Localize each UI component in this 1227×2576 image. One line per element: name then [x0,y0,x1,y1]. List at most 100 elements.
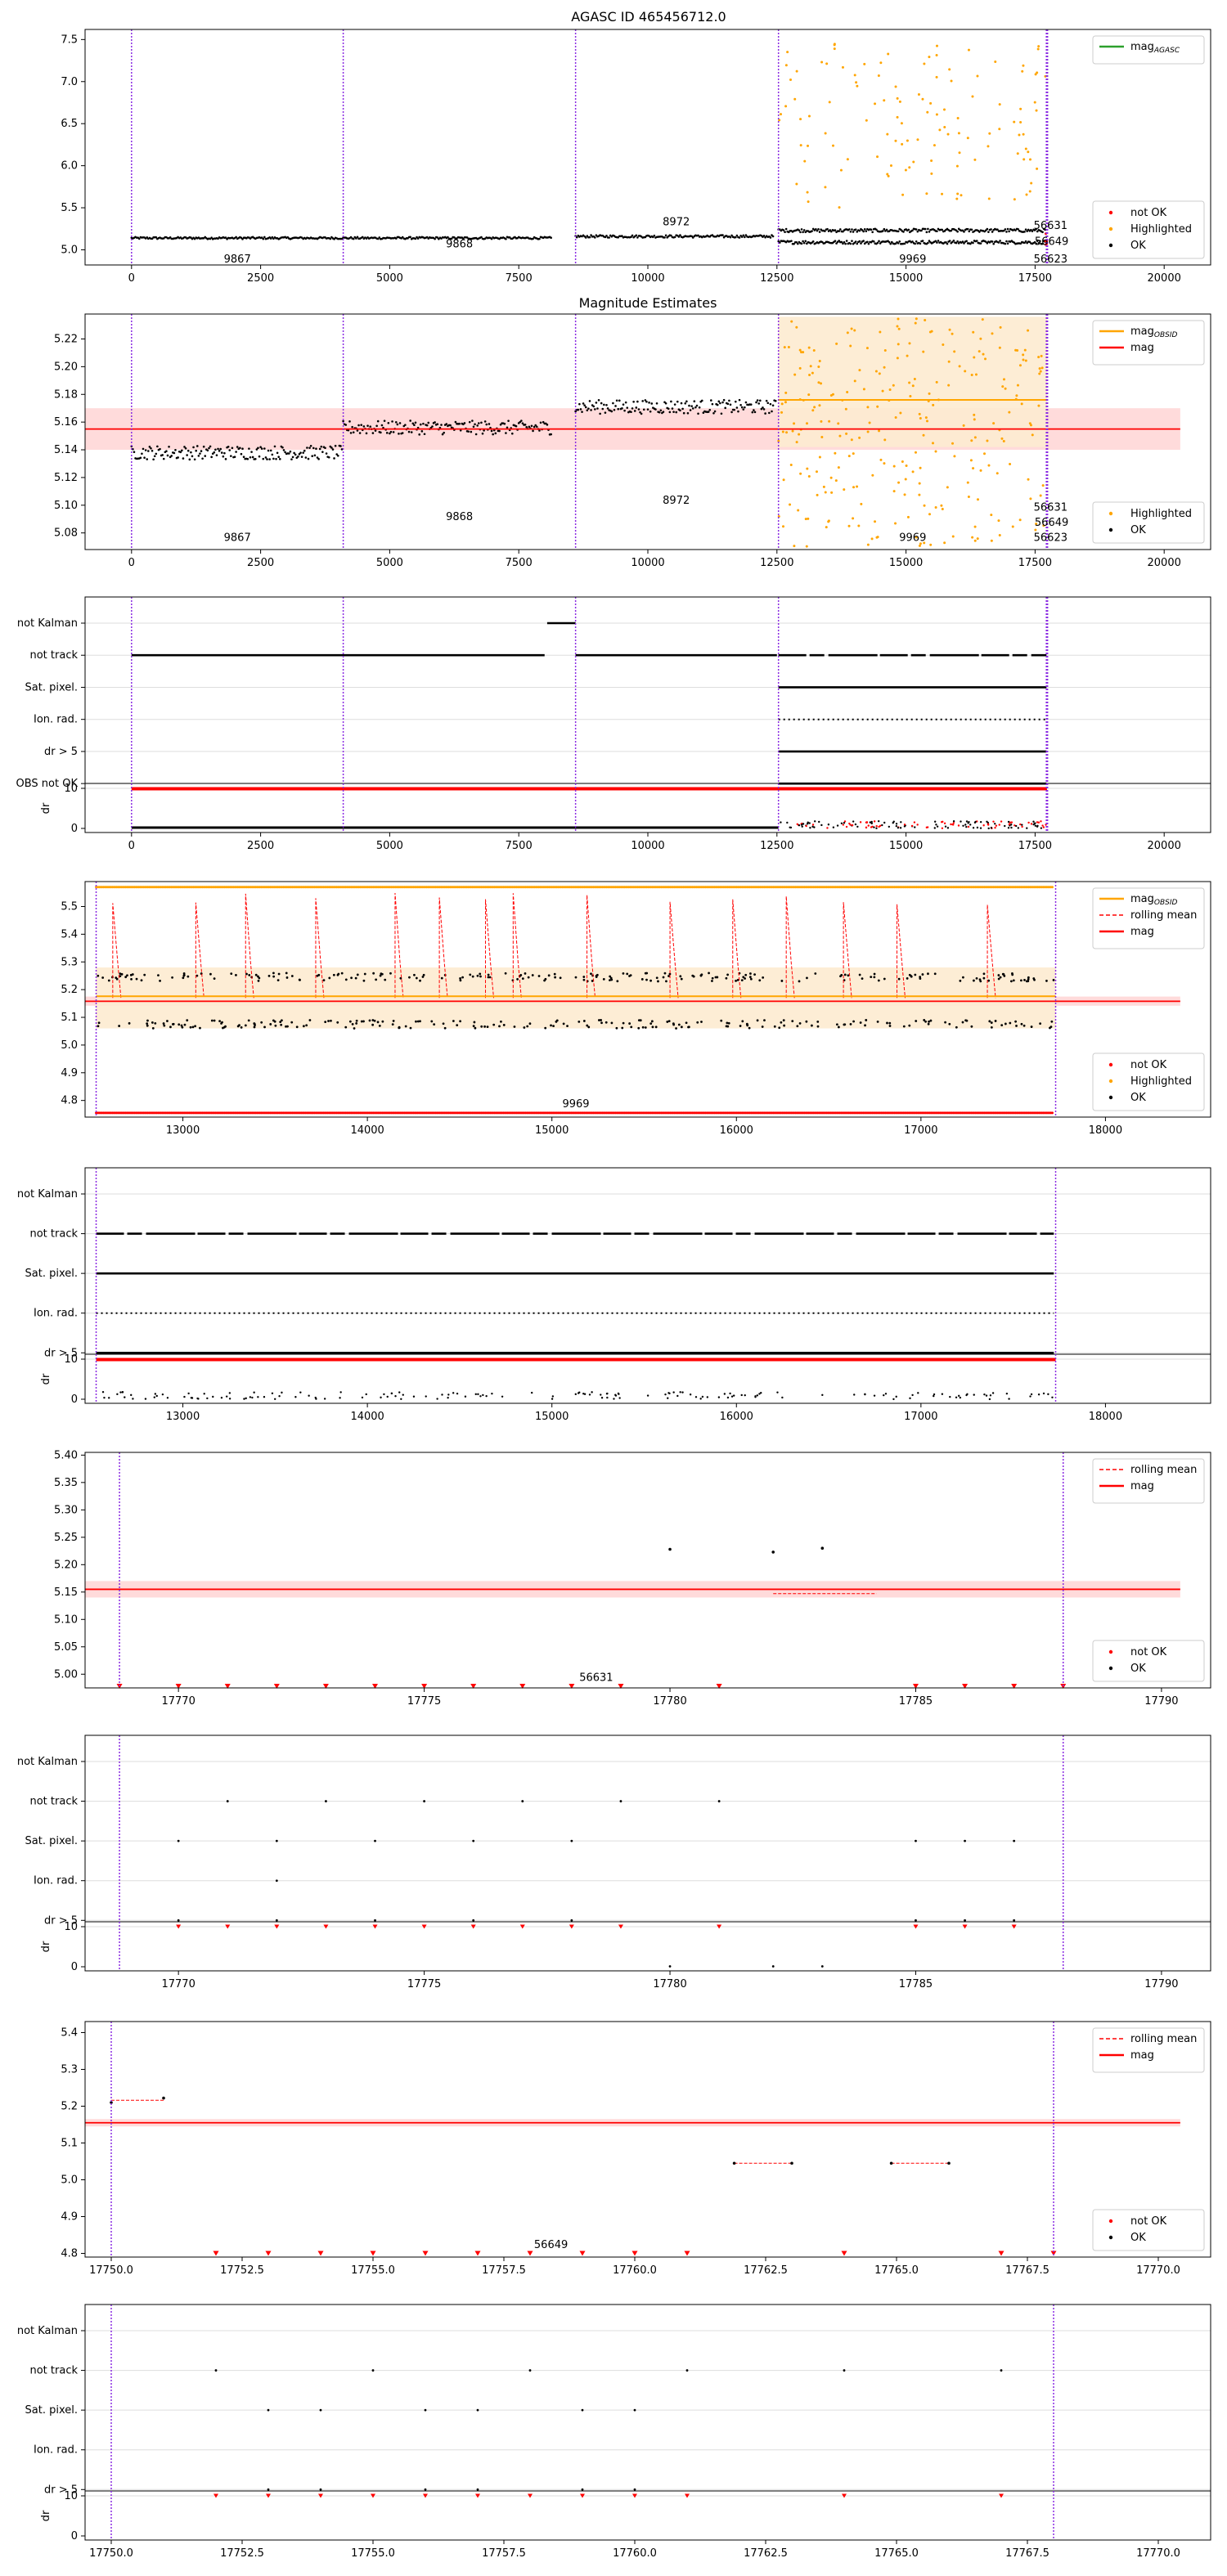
data-point-ok [886,1021,888,1025]
data-point-highlighted [915,317,918,321]
data-point-highlighted [779,113,782,116]
data-point-highlighted [1031,433,1034,437]
dr-point [583,1393,587,1395]
data-point-ok [159,447,161,451]
data-point-ok [854,240,857,243]
data-point-ok [637,408,640,411]
data-point-ok [1033,240,1036,244]
data-point-highlighted [911,384,915,388]
data-point-highlighted [1023,348,1027,352]
data-point-ok [193,458,196,461]
data-point-highlighted [950,79,953,83]
data-point-ok [262,237,265,240]
data-point-ok [902,1025,906,1028]
data-point-ok [483,420,487,423]
data-point-ok [921,973,924,976]
dr-point [294,1396,297,1398]
dr-point [197,1398,200,1400]
x-tick-label: 17767.5 [1005,2547,1049,2560]
dr-point [1004,824,1006,828]
data-point-ok [269,1023,272,1025]
data-point-ok [502,1024,506,1026]
data-point-highlighted [799,144,802,147]
data-point-ok [170,455,173,457]
data-point-ok [852,231,855,233]
data-point-highlighted [834,451,837,455]
dr-point [903,824,906,826]
data-point-ok [394,420,398,424]
data-point-ok [490,429,493,433]
data-point-highlighted [824,186,827,189]
data-point-highlighted [805,545,808,548]
data-point-ok [814,972,817,975]
data-point-ok [740,979,744,982]
data-point-ok [676,400,679,403]
dr-point [952,824,955,826]
y-tick-label: 5.3 [61,2064,78,2076]
data-point-highlighted [828,101,831,104]
data-point-highlighted [892,384,895,387]
legend-label: not OK [1130,207,1167,219]
data-point-ok [738,398,741,402]
dr-point [441,1393,443,1396]
data-point-highlighted [1037,356,1040,359]
data-point-ok [317,973,321,976]
dr-axis-label: dr [40,1941,52,1952]
dr-point [318,2493,323,2498]
data-point-highlighted [883,348,887,352]
dr-point [339,1391,342,1393]
x-tick-label: 15000 [889,840,923,852]
data-point-ok [357,424,360,427]
data-point-ok [461,976,464,979]
data-point-ok [132,447,134,451]
dr-point [452,1392,455,1394]
legend-label: rolling mean [1130,2033,1197,2045]
data-point-ok [524,424,527,426]
data-point-ok [900,228,902,231]
data-point-ok [987,231,990,233]
flag-point [476,2488,479,2491]
data-point-ok [856,231,859,233]
dr-point [865,821,868,824]
data-point-highlighted [820,61,824,64]
data-point-ok [817,227,820,231]
data-point-highlighted [865,347,869,350]
dr-point [1008,823,1011,826]
data-point-highlighted [947,360,951,363]
data-point-ok [657,980,659,983]
data-point-ok [355,1019,358,1022]
data-point-ok [991,240,994,243]
data-point-ok [199,1026,201,1030]
data-point-ok [443,431,445,434]
data-point-highlighted [951,535,955,538]
flag-point [915,1919,917,1922]
data-point-ok [401,236,404,239]
data-point-highlighted [996,472,999,475]
data-point-ok [720,412,723,415]
y-tick-label: 5.1 [61,2138,78,2150]
data-point-ok [861,977,864,981]
data-point-ok [309,444,312,447]
data-point-highlighted [843,488,846,491]
data-point-highlighted [883,462,886,465]
data-point-ok [636,236,639,239]
dr-point [530,1391,533,1394]
data-point-ok [119,975,122,977]
data-point-ok [487,976,490,979]
data-point-ok [749,972,752,975]
flag-label: dr > 5 [44,1347,78,1359]
data-point-ok [197,455,200,457]
dr-point [955,1396,958,1398]
data-point-ok [538,237,541,240]
legend-marker [1108,1649,1113,1654]
x-tick-label: 10000 [631,557,664,569]
data-point-ok [438,238,440,240]
data-point-ok [371,1023,375,1026]
data-point-ok [257,979,260,982]
dr-point [875,827,878,830]
data-point-ok [966,227,969,231]
data-point-ok [898,240,901,243]
data-point-ok [864,1024,866,1027]
dr-point [972,827,975,829]
